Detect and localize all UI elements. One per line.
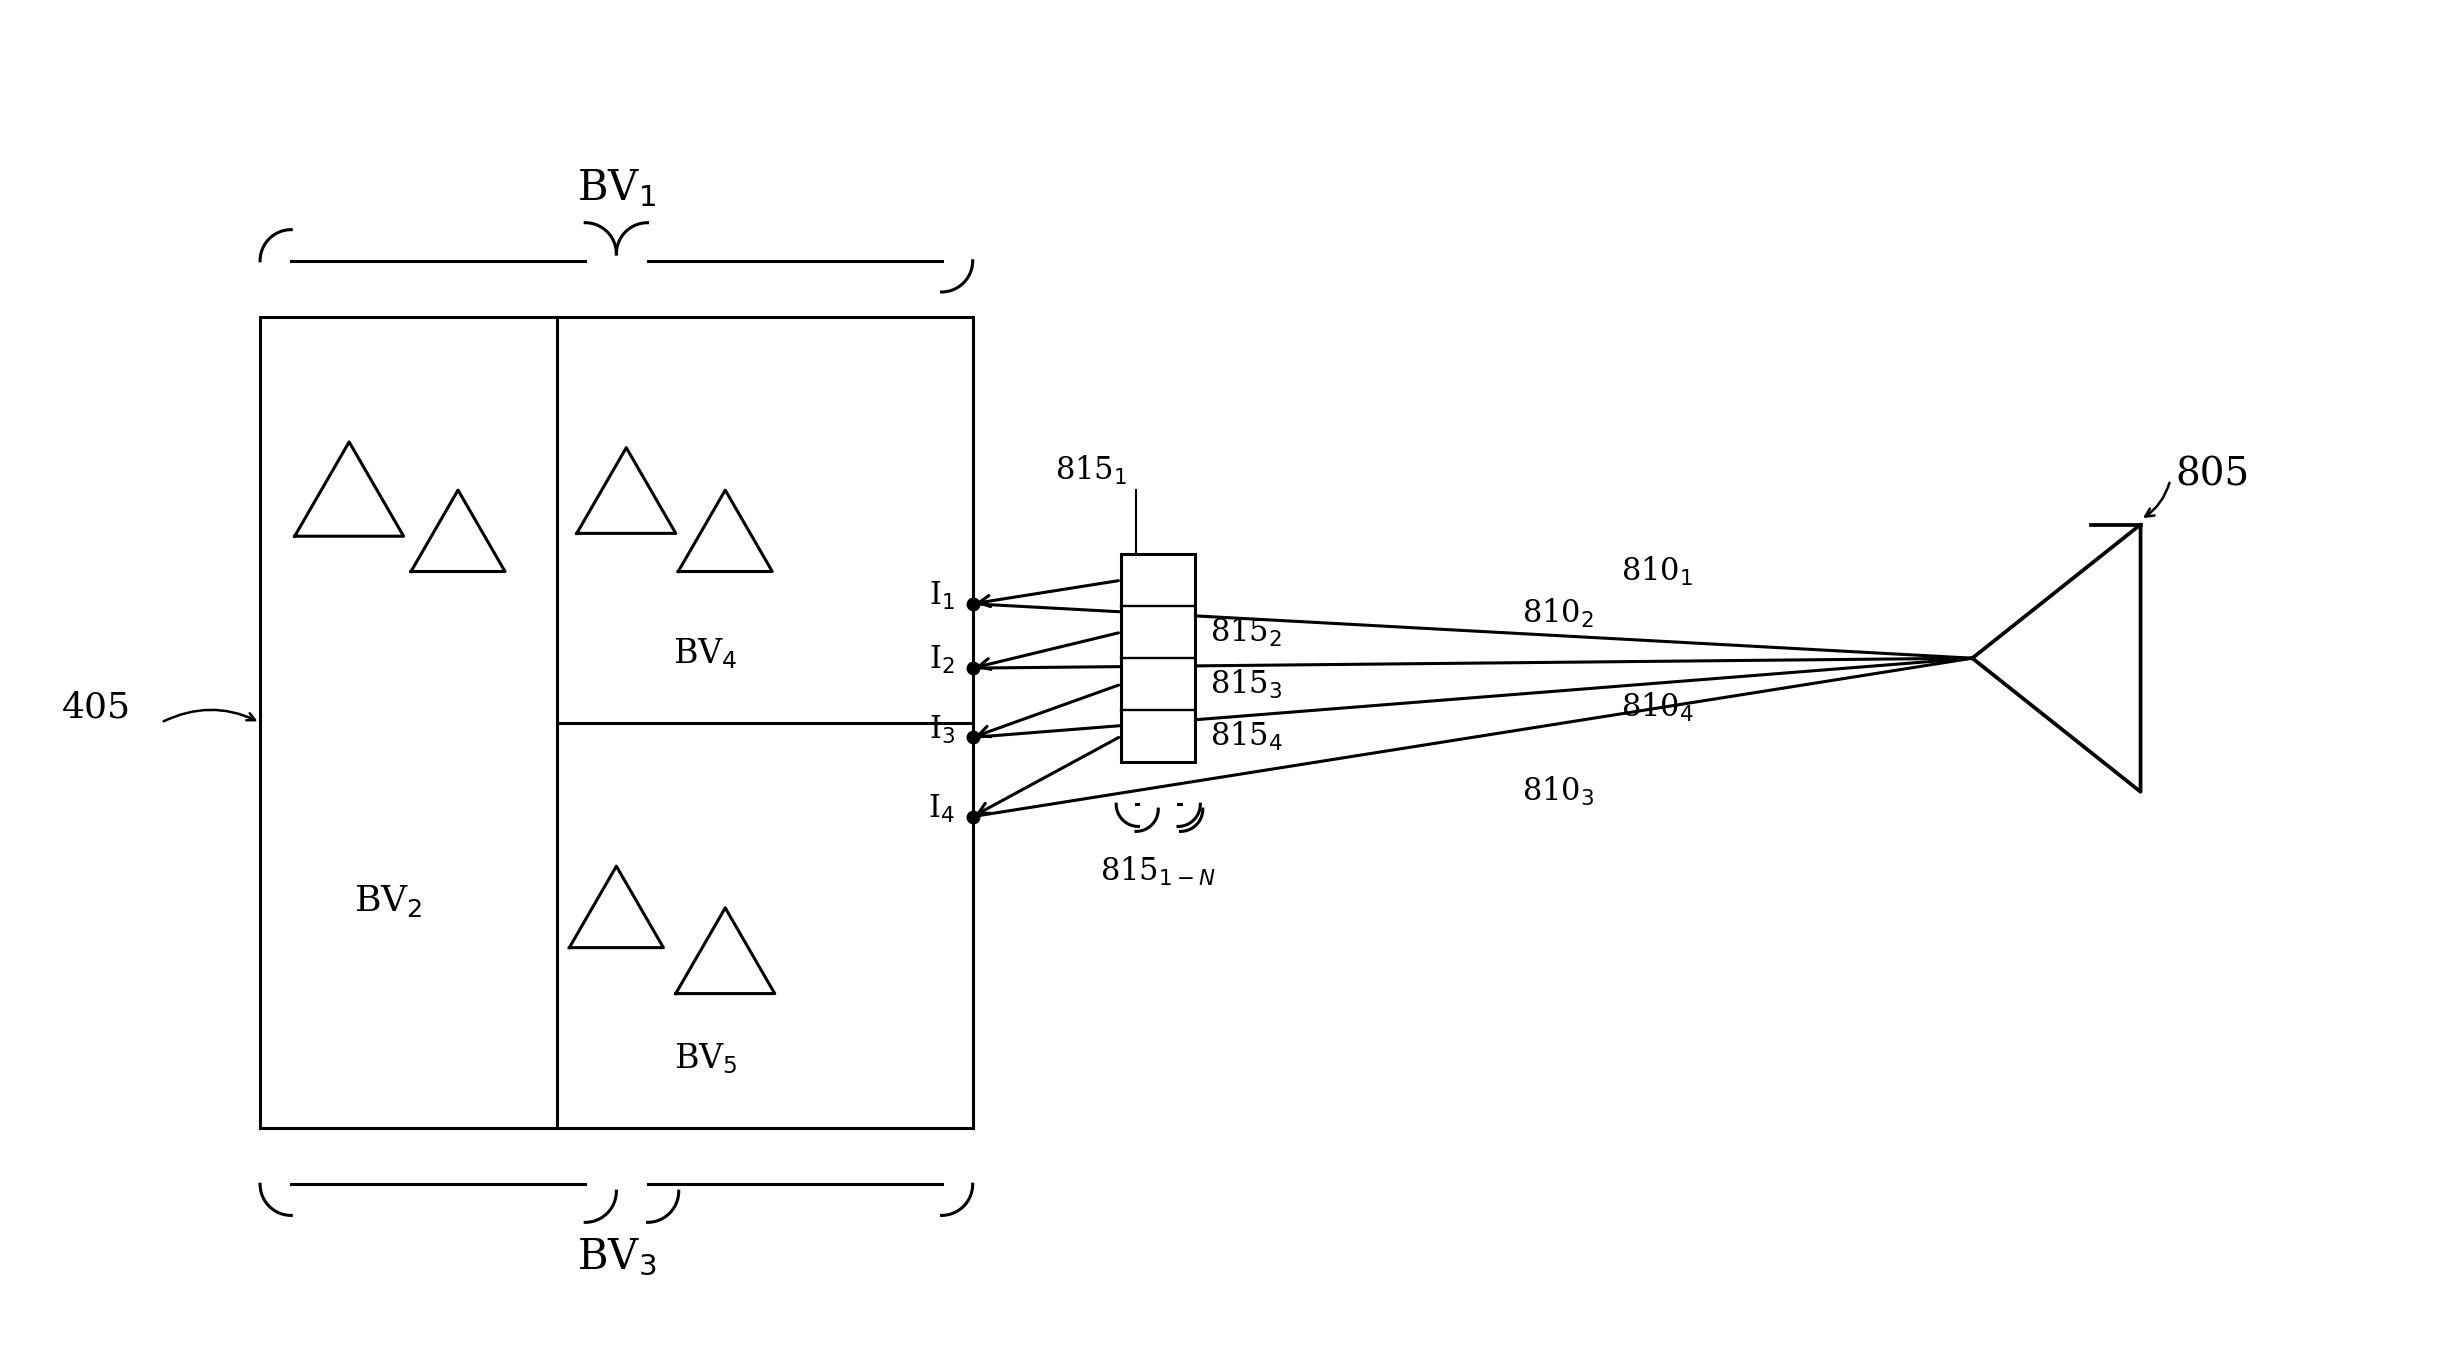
Text: I$_2$: I$_2$ [928, 644, 955, 676]
Text: BV$_4$: BV$_4$ [672, 636, 739, 671]
Text: 815$_2$: 815$_2$ [1211, 616, 1283, 648]
Text: BV$_1$: BV$_1$ [576, 166, 655, 210]
Text: 810$_3$: 810$_3$ [1522, 775, 1595, 808]
Text: 805: 805 [2176, 456, 2250, 494]
Text: 815$_3$: 815$_3$ [1211, 667, 1283, 701]
Text: 815$_{1-N}$: 815$_{1-N}$ [1101, 855, 1216, 888]
Text: BV$_3$: BV$_3$ [576, 1237, 655, 1279]
Text: 810$_2$: 810$_2$ [1522, 597, 1593, 630]
Text: BV$_5$: BV$_5$ [675, 1042, 736, 1077]
Text: 815$_1$: 815$_1$ [1056, 453, 1128, 487]
Bar [1120, 555, 1197, 762]
Text: BV$_2$: BV$_2$ [355, 882, 423, 919]
Text: I$_4$: I$_4$ [928, 793, 955, 825]
Text: 405: 405 [62, 690, 130, 725]
Bar [261, 317, 972, 1128]
Text: 810$_4$: 810$_4$ [1620, 691, 1694, 724]
Text: 815$_4$: 815$_4$ [1211, 720, 1283, 752]
Text: 810$_1$: 810$_1$ [1620, 555, 1694, 589]
Text: I$_1$: I$_1$ [928, 580, 955, 612]
Text: I$_3$: I$_3$ [928, 713, 955, 746]
